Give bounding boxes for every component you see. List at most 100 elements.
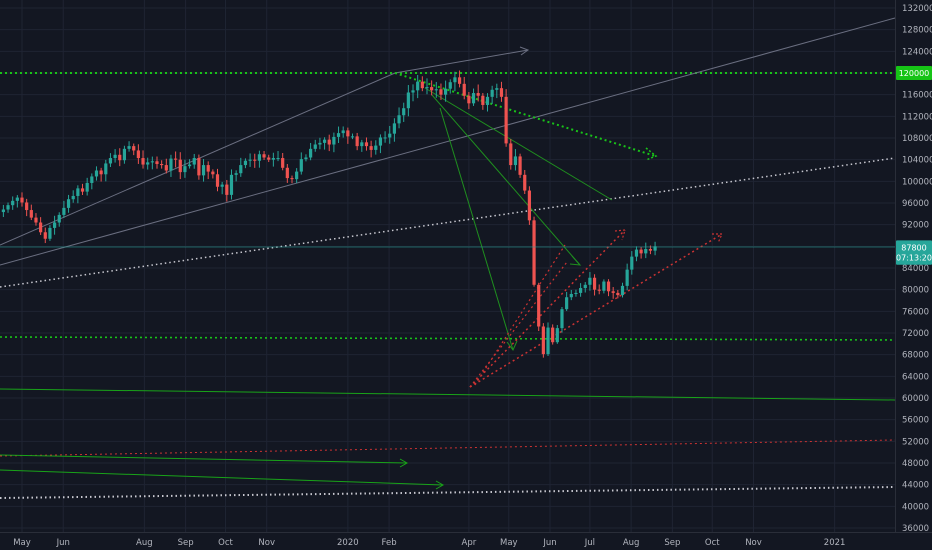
candle-body[interactable] [285, 167, 289, 179]
x-tick-label[interactable]: Sep [178, 538, 194, 548]
candle-body[interactable] [80, 188, 85, 192]
x-tick-label[interactable]: Feb [382, 538, 397, 548]
candle-body[interactable] [327, 139, 331, 145]
candle-body[interactable] [257, 154, 262, 161]
candle-body[interactable] [537, 284, 541, 327]
candle-body[interactable] [495, 88, 499, 90]
x-tick-label[interactable]: Apr [462, 538, 477, 548]
candle-body[interactable] [248, 159, 252, 161]
candle-body[interactable] [239, 165, 243, 174]
candle-body[interactable] [20, 197, 24, 203]
candle-body[interactable] [71, 195, 75, 200]
candle-body[interactable] [634, 249, 639, 257]
candle-body[interactable] [513, 156, 518, 166]
candle-body[interactable] [630, 256, 634, 270]
candle-body[interactable] [299, 159, 303, 172]
candle-body[interactable] [616, 292, 620, 296]
candle-body[interactable] [551, 327, 555, 343]
green-arrow-line-a[interactable] [0, 454, 408, 464]
candle-body[interactable] [611, 291, 615, 293]
candle-body[interactable] [532, 220, 536, 285]
price-candles[interactable] [1, 70, 657, 358]
green-fan-line-3[interactable] [439, 107, 514, 351]
candle-body[interactable] [509, 143, 513, 166]
candle-body[interactable] [546, 327, 550, 355]
candle-body[interactable] [364, 142, 369, 147]
candle-body[interactable] [425, 87, 429, 89]
support-line-71000[interactable] [0, 336, 896, 341]
candle-body[interactable] [43, 232, 47, 239]
candle-body[interactable] [322, 139, 327, 143]
candle-body[interactable] [122, 148, 127, 161]
candle-body[interactable] [15, 197, 19, 201]
candle-body[interactable] [574, 292, 578, 294]
x-tick-label[interactable]: Nov [745, 538, 762, 548]
candle-body[interactable] [471, 93, 476, 104]
candle-body[interactable] [569, 294, 573, 298]
candle-body[interactable] [444, 88, 448, 95]
candle-body[interactable] [392, 123, 396, 134]
x-tick-label[interactable]: 2020 [337, 538, 359, 548]
candle-body[interactable] [108, 158, 113, 164]
candle-body[interactable] [39, 222, 43, 233]
candle-body[interactable] [388, 133, 392, 138]
x-tick-label[interactable]: May [500, 538, 518, 548]
candle-body[interactable] [448, 82, 452, 89]
green-arrow-line-b[interactable] [0, 469, 444, 486]
candle-body[interactable] [160, 164, 164, 166]
candle-body[interactable] [155, 161, 159, 164]
candle-body[interactable] [360, 142, 364, 147]
candle-body[interactable] [453, 77, 457, 83]
candle-body[interactable] [313, 144, 317, 149]
candle-body[interactable] [141, 158, 145, 165]
green-dotted-fan-line[interactable] [394, 72, 656, 157]
x-tick-label[interactable]: May [13, 538, 31, 548]
dotted-white-trendline-bottom[interactable] [0, 486, 896, 499]
x-tick-label[interactable]: Aug [136, 538, 153, 548]
candle-body[interactable] [183, 166, 187, 173]
candle-body[interactable] [439, 89, 443, 95]
candle-body[interactable] [481, 95, 485, 105]
candle-body[interactable] [62, 207, 66, 215]
candle-body[interactable] [620, 285, 625, 296]
candle-body[interactable] [136, 150, 140, 159]
red-dotted-projection-2[interactable] [469, 233, 723, 388]
candle-body[interactable] [602, 281, 606, 291]
green-fan-line-2[interactable] [431, 94, 581, 266]
gray-trendline-upper[interactable] [0, 17, 896, 266]
candle-body[interactable] [253, 159, 257, 161]
candle-body[interactable] [34, 217, 38, 223]
candle-body[interactable] [476, 93, 480, 96]
candle-body[interactable] [295, 171, 299, 180]
candle-body[interactable] [606, 281, 611, 292]
candle-body[interactable] [346, 130, 350, 137]
candle-body[interactable] [146, 162, 150, 165]
candle-body[interactable] [174, 158, 178, 160]
candle-body[interactable] [420, 81, 424, 89]
candle-body[interactable] [378, 137, 383, 146]
candle-body[interactable] [164, 165, 168, 171]
candle-body[interactable] [94, 170, 99, 177]
candle-body[interactable] [215, 174, 220, 187]
x-tick-label[interactable]: Jun [56, 538, 70, 548]
candle-body[interactable] [271, 158, 275, 160]
x-tick-label[interactable]: Aug [623, 538, 640, 548]
candle-body[interactable] [397, 115, 401, 124]
candle-body[interactable] [518, 156, 522, 175]
candle-body[interactable] [644, 249, 648, 254]
candle-body[interactable] [406, 92, 410, 109]
candle-body[interactable] [104, 163, 108, 175]
candle-body[interactable] [583, 284, 587, 289]
candle-body[interactable] [462, 83, 466, 96]
candle-body[interactable] [267, 157, 271, 160]
candle-body[interactable] [555, 328, 559, 343]
candle-body[interactable] [499, 88, 504, 97]
x-tick-label[interactable]: Sep [664, 538, 680, 548]
candle-body[interactable] [201, 165, 206, 176]
candle-body[interactable] [588, 277, 592, 285]
candle-body[interactable] [11, 200, 15, 206]
candle-body[interactable] [597, 289, 601, 291]
candle-body[interactable] [504, 96, 508, 144]
candle-body[interactable] [29, 210, 33, 218]
candle-body[interactable] [457, 77, 462, 84]
